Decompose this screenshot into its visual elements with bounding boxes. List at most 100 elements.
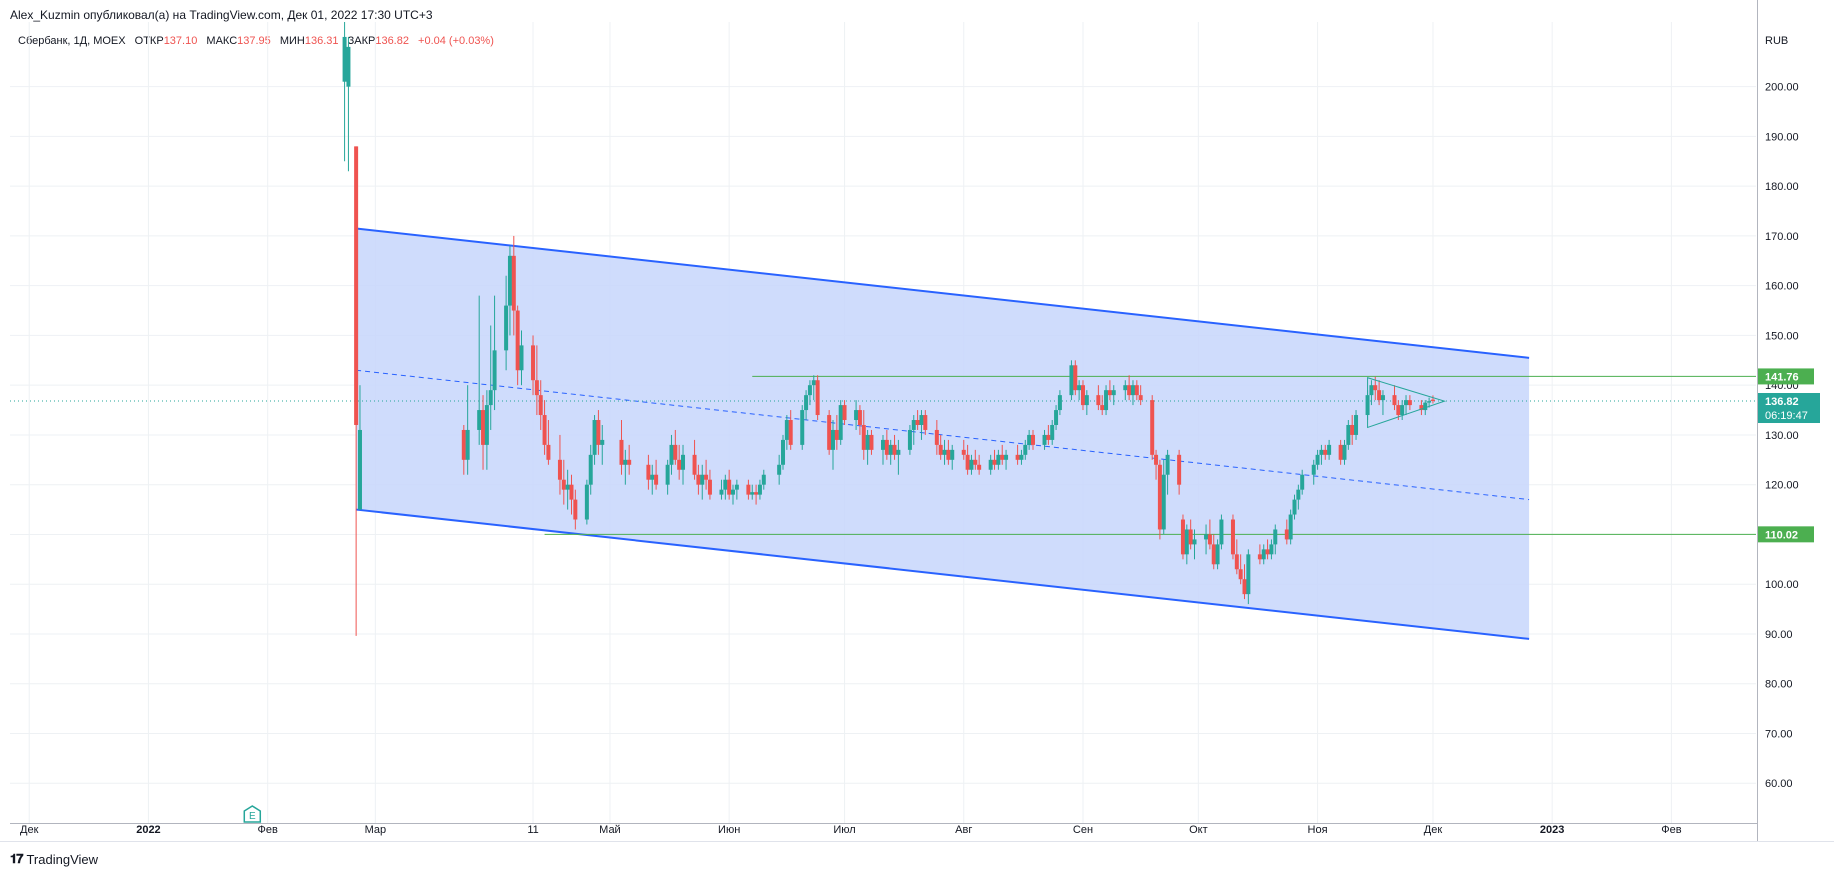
- candle: [1180, 514, 1185, 560]
- candle: [346, 36, 351, 172]
- candle: [750, 484, 755, 500]
- y-tick-label: 130.00: [1765, 430, 1799, 442]
- publisher-line: Alex_Kuzmin опубликовал(а) на TradingVie…: [10, 8, 433, 22]
- candle: [1288, 509, 1293, 545]
- candle-body: [1134, 385, 1139, 396]
- candle: [569, 474, 574, 515]
- low-value: 136.31: [304, 35, 339, 47]
- candle-body: [492, 350, 497, 391]
- candle-body: [1004, 454, 1009, 460]
- candlesticks[interactable]: [342, 22, 1435, 636]
- candle: [1107, 380, 1112, 401]
- candle: [1404, 395, 1409, 416]
- candle: [734, 479, 739, 500]
- triangle-pattern[interactable]: [1367, 377, 1447, 429]
- candle-body: [942, 449, 947, 455]
- candle-body: [1042, 434, 1047, 445]
- horizontal-levels[interactable]: [10, 375, 1756, 535]
- candle: [488, 325, 493, 430]
- candle-body: [557, 459, 562, 480]
- y-tick-label: 180.00: [1765, 181, 1799, 193]
- candle: [531, 335, 536, 396]
- countdown-timer: 06:19:47: [1765, 410, 1808, 422]
- candle: [681, 444, 686, 485]
- candle-body: [1315, 454, 1320, 465]
- channel-lower-line: [356, 508, 1530, 640]
- candle: [1342, 439, 1347, 465]
- candle: [861, 410, 866, 460]
- candle-body: [807, 385, 812, 396]
- candle: [719, 479, 724, 500]
- candle: [1023, 439, 1028, 460]
- symbol-label[interactable]: Сбербанк, 1Д, MOEX: [18, 35, 126, 47]
- candle-body: [754, 492, 759, 495]
- candle-body: [1015, 454, 1020, 460]
- candle-body: [1030, 434, 1035, 445]
- candle: [965, 444, 970, 475]
- candle: [1354, 410, 1359, 440]
- y-tick-label: 100.00: [1765, 579, 1799, 591]
- candle-body: [677, 459, 682, 470]
- candle-body: [673, 444, 678, 460]
- x-tick-label: Сен: [1073, 824, 1093, 836]
- y-tick-label: 190.00: [1765, 131, 1799, 143]
- last-price-bg: [1758, 393, 1820, 424]
- x-tick-label: Ноя: [1308, 824, 1328, 836]
- candle-body: [1238, 569, 1243, 580]
- candle-body: [827, 415, 832, 450]
- candle: [781, 434, 786, 470]
- candle: [988, 454, 993, 475]
- candle-body: [1157, 464, 1162, 530]
- candle: [923, 410, 928, 435]
- candle-body: [1192, 539, 1197, 545]
- candle: [1380, 390, 1385, 416]
- candle-body: [504, 305, 509, 351]
- candle-body: [1430, 399, 1435, 402]
- candle: [1207, 519, 1212, 550]
- candle: [1019, 449, 1024, 465]
- candle: [1377, 380, 1382, 406]
- candle: [815, 375, 820, 421]
- candle-body: [592, 420, 597, 455]
- candle: [1300, 469, 1305, 495]
- candle-body: [646, 464, 651, 480]
- candle: [865, 429, 870, 465]
- candle-body: [1027, 434, 1032, 445]
- candle-body: [588, 454, 593, 485]
- candle: [492, 295, 497, 411]
- tradingview-brand[interactable]: 𝟏𝟕 TradingView: [10, 851, 98, 867]
- candle: [588, 444, 593, 495]
- candle-body: [896, 449, 901, 455]
- candle: [1100, 395, 1105, 416]
- candle-body: [1177, 454, 1182, 485]
- candle-body: [1165, 454, 1170, 475]
- last-price-tag: 136.82 06:19:47: [1758, 393, 1820, 424]
- candle: [665, 459, 670, 495]
- open-label: ОТКР: [134, 35, 164, 47]
- x-tick-label: Июн: [718, 824, 740, 836]
- regression-channel[interactable]: [356, 227, 1530, 640]
- candle: [1042, 429, 1047, 450]
- candle-body: [1273, 529, 1278, 545]
- candle-body: [781, 439, 786, 465]
- candle-body: [1265, 549, 1270, 555]
- candle: [1188, 519, 1193, 550]
- candle-body: [800, 410, 805, 445]
- candle-body: [854, 410, 859, 421]
- candle-body: [838, 405, 843, 440]
- candle-body: [1127, 385, 1132, 396]
- candle-body: [784, 420, 789, 440]
- candle: [1419, 400, 1424, 416]
- candle: [1319, 444, 1324, 465]
- candle-body: [519, 345, 524, 371]
- candle-body: [1296, 489, 1301, 500]
- ohlc-legend: Сбербанк, 1Д, MOEX ОТКР137.10 МАКС137.95…: [18, 35, 494, 47]
- candle-body: [1380, 395, 1385, 401]
- candle: [892, 434, 897, 460]
- candle: [1269, 539, 1274, 560]
- candle-body: [1100, 405, 1105, 411]
- candle-body: [584, 484, 589, 520]
- candle: [573, 489, 578, 530]
- candle-body: [534, 380, 539, 396]
